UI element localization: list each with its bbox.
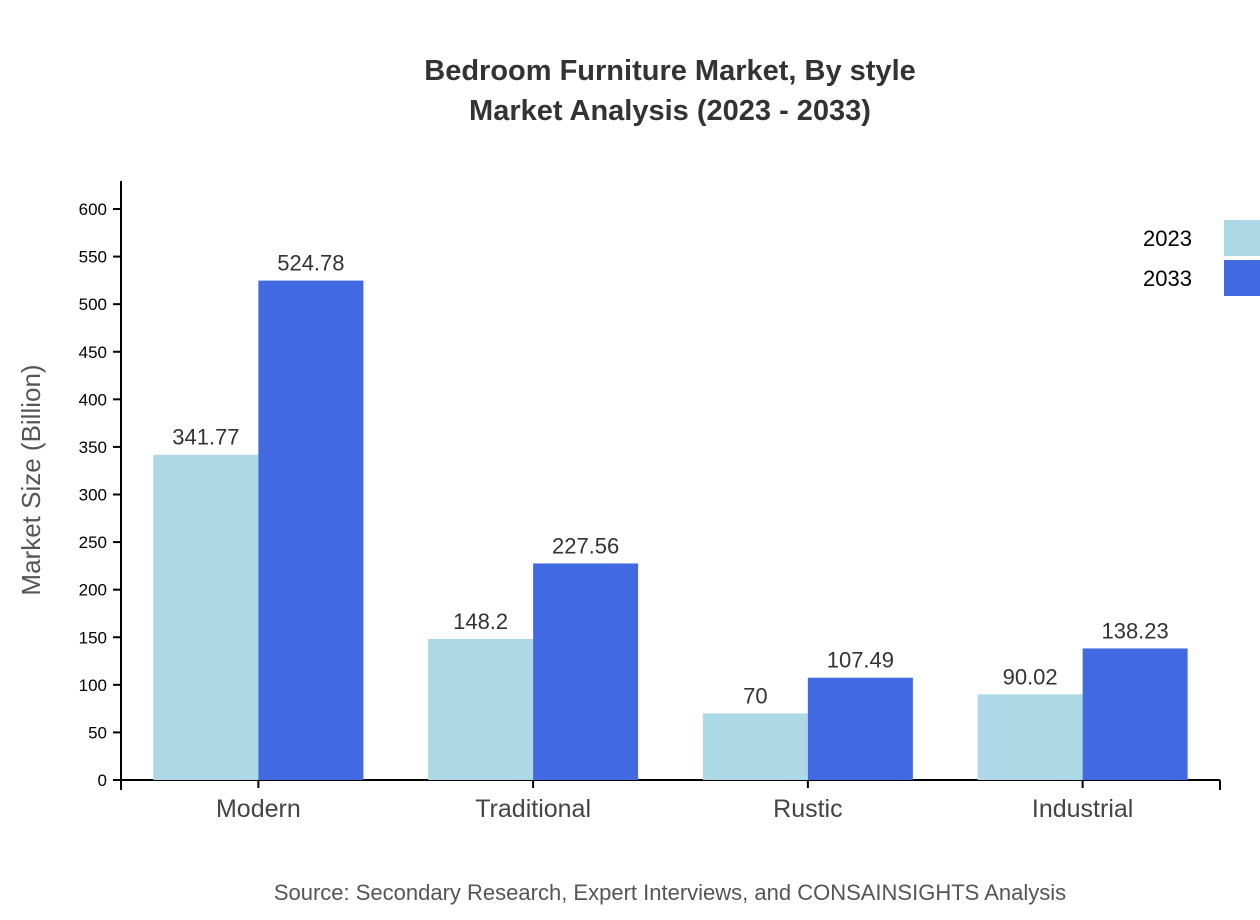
data-label: 107.49 — [827, 648, 894, 673]
bar-2023-rustic — [702, 713, 808, 780]
bar-2033-modern — [258, 280, 364, 780]
chart-title: Bedroom Furniture Market, By style — [424, 55, 916, 87]
x-tick-label: Rustic — [773, 795, 842, 823]
bar-2023-modern — [153, 454, 259, 780]
data-label: 148.2 — [453, 609, 508, 634]
data-label: 138.23 — [1101, 618, 1168, 643]
y-tick-label: 50 — [88, 723, 107, 742]
y-axis-label: Market Size (Billion) — [16, 364, 46, 595]
x-tick-label: Modern — [216, 795, 301, 823]
y-tick-label: 500 — [79, 295, 107, 314]
legend-swatch-2033 — [1224, 260, 1260, 296]
bar-2023-industrial — [977, 694, 1083, 780]
data-label: 227.56 — [552, 533, 619, 558]
chart-subtitle: Market Analysis (2023 - 2033) — [469, 95, 871, 127]
bar-2033-industrial — [1082, 648, 1188, 780]
y-tick-label: 150 — [79, 628, 107, 647]
data-label: 90.02 — [1003, 664, 1058, 689]
y-tick-label: 200 — [79, 581, 107, 600]
source-note: Source: Secondary Research, Expert Inter… — [274, 880, 1066, 905]
bar-2033-rustic — [807, 677, 913, 780]
y-tick-label: 0 — [98, 771, 107, 790]
y-tick-label: 350 — [79, 438, 107, 457]
data-label: 524.78 — [277, 251, 344, 276]
y-tick-label: 400 — [79, 390, 107, 409]
data-label: 70 — [743, 683, 767, 708]
y-tick-label: 600 — [79, 200, 107, 219]
legend-label: 2023 — [1143, 226, 1192, 251]
legend-swatch-2023 — [1224, 220, 1260, 256]
y-tick-label: 550 — [79, 248, 107, 267]
y-tick-label: 450 — [79, 343, 107, 362]
y-tick-label: 250 — [79, 533, 107, 552]
x-tick-label: Traditional — [475, 795, 591, 823]
y-tick-label: 300 — [79, 486, 107, 505]
bar-2023-traditional — [428, 638, 534, 780]
x-tick-label: Industrial — [1032, 795, 1133, 823]
data-label: 341.77 — [172, 425, 239, 450]
y-tick-label: 100 — [79, 676, 107, 695]
legend-label: 2033 — [1143, 266, 1192, 291]
bar-2033-traditional — [533, 563, 639, 780]
